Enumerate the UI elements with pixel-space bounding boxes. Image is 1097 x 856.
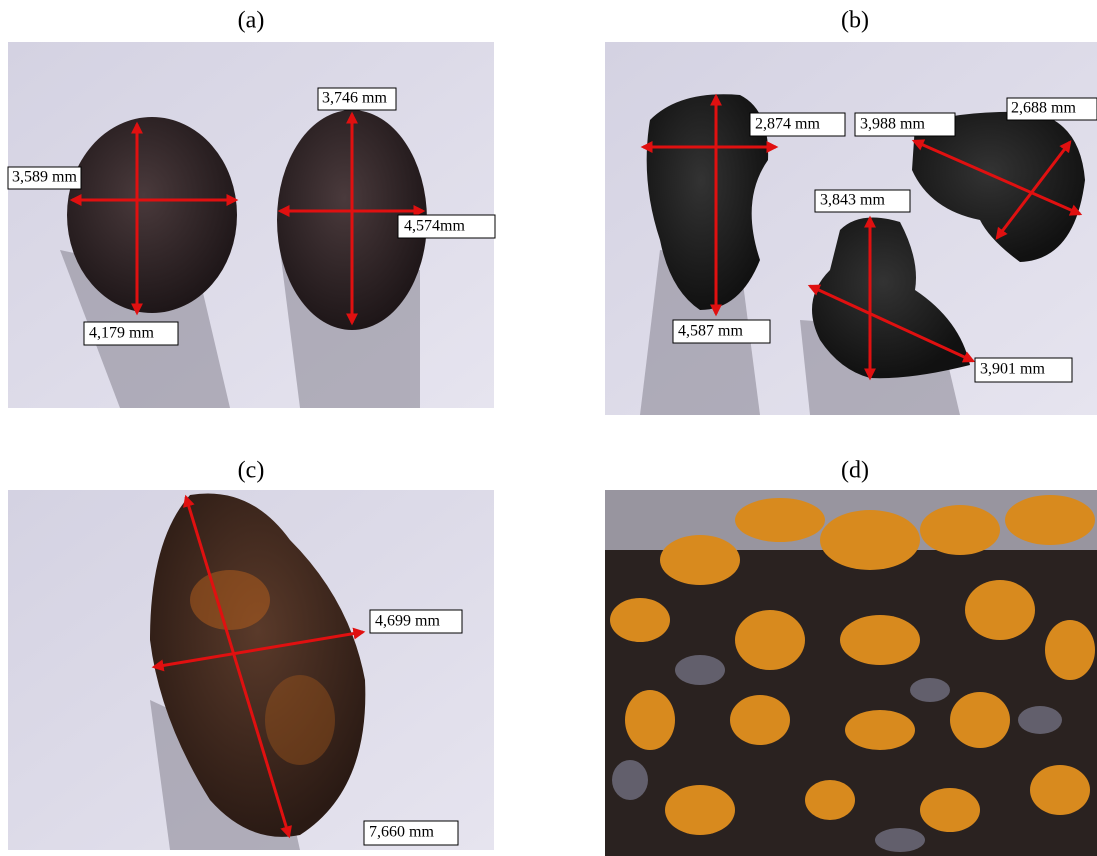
measurement: 4,587 mm <box>678 323 743 340</box>
measurement: 3,589 mm <box>12 169 77 186</box>
measurement: 3,746 mm <box>322 90 387 107</box>
figure: 3,589 mm 3,746 mm 4,574mm 4,179 mm (a) 2… <box>0 0 1097 856</box>
measurement: 4,179 mm <box>89 325 154 342</box>
measurement: 3,988 mm <box>860 116 925 133</box>
panel-a: 3,589 mm 3,746 mm 4,574mm 4,179 mm <box>8 42 495 408</box>
measurement: 2,874 mm <box>755 116 820 133</box>
panel-label: (c) <box>238 458 265 484</box>
measurement: 2,688 mm <box>1011 100 1076 117</box>
measurement: 7,660 mm <box>369 824 434 841</box>
panel-label: (b) <box>841 8 869 34</box>
measurement: 3,901 mm <box>980 361 1045 378</box>
panel-d <box>605 490 1097 856</box>
panel-b: 2,874 mm 3,988 mm 2,688 mm 3,843 mm 4,58… <box>605 42 1097 415</box>
measurement: 4,699 mm <box>375 613 440 630</box>
panel-c: 4,699 mm 7,660 mm <box>8 490 494 850</box>
measurement: 4,574mm <box>404 218 465 235</box>
panel-label: (d) <box>841 458 869 484</box>
panel-label: (a) <box>238 8 265 34</box>
measurement: 3,843 mm <box>820 192 885 209</box>
